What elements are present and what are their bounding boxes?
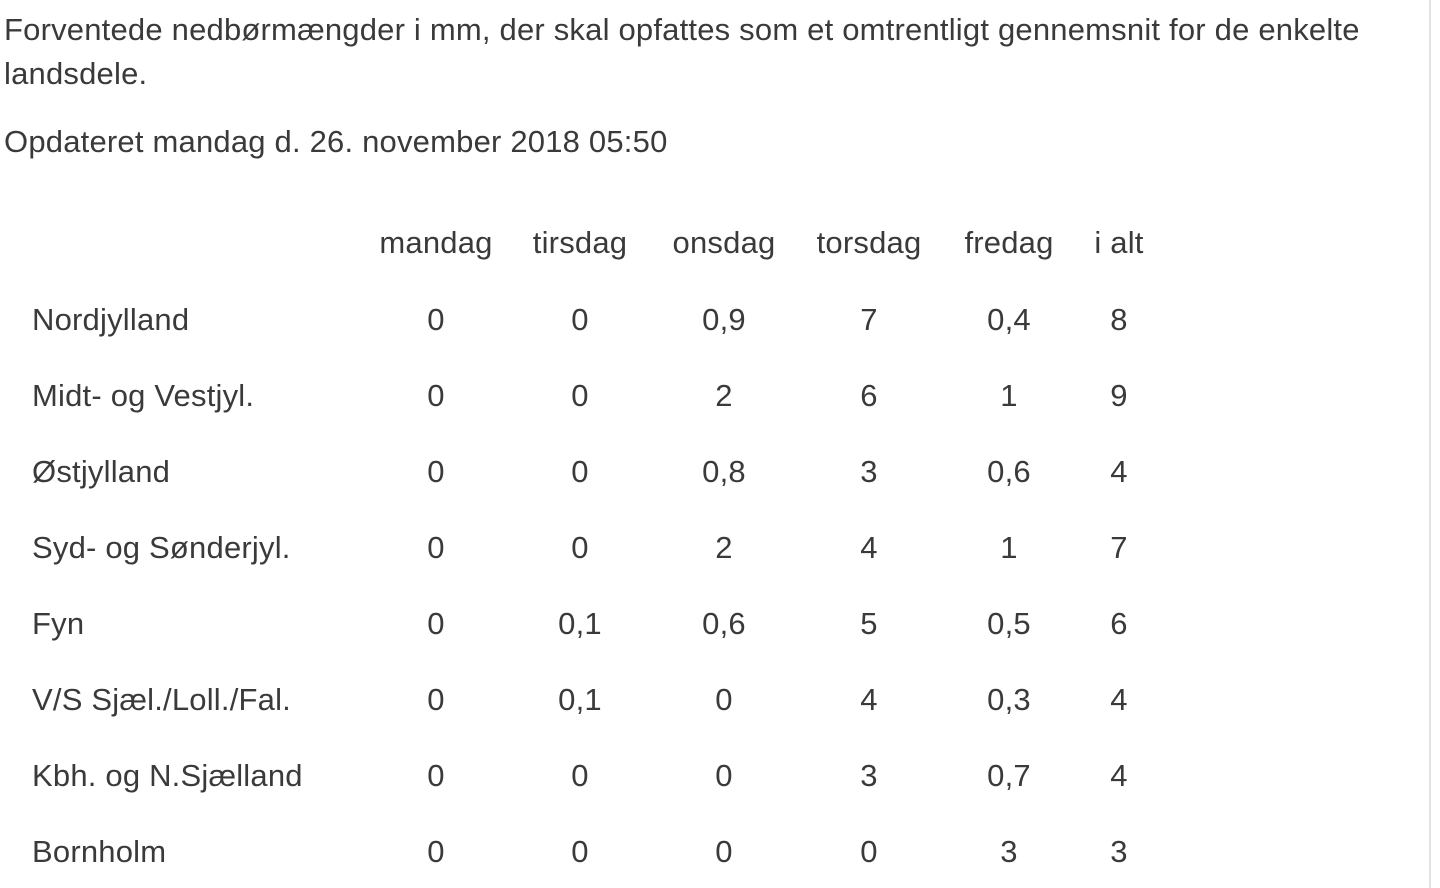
total-cell: 9 [1110,378,1128,413]
value-cell: 3 [860,454,878,489]
value-cell: 0,3 [987,682,1031,717]
value-cell: 0 [715,834,733,869]
value-cell: 0,7 [987,758,1031,793]
value-cell: 2 [715,530,733,565]
table-row: Bornholm 0 0 0 0 3 3 [4,814,1162,888]
value-cell: 1 [1000,378,1018,413]
region-cell: V/S Sjæl./Loll./Fal. [32,682,291,717]
value-cell: 0 [427,758,445,793]
region-cell: Midt- og Vestjyl. [32,378,255,413]
column-header-mandag: mandag [379,225,493,260]
total-cell: 4 [1110,758,1128,793]
value-cell: 0,6 [702,606,746,641]
table-row: Kbh. og N.Sjælland 0 0 0 3 0,7 4 [4,738,1162,814]
region-cell: Nordjylland [32,302,190,337]
value-cell: 0 [715,682,733,717]
table-header-row: mandag tirsdag onsdag torsdag fredag i a… [4,204,1162,282]
table-row: Fyn 0 0,1 0,6 5 0,5 6 [4,586,1162,662]
column-header-onsdag: onsdag [672,225,776,260]
value-cell: 4 [860,530,878,565]
table-row: Nordjylland 0 0 0,9 7 0,4 8 [4,282,1162,358]
total-cell: 3 [1110,834,1128,869]
value-cell: 0,5 [987,606,1031,641]
value-cell: 2 [715,378,733,413]
total-cell: 4 [1110,454,1128,489]
value-cell: 0 [571,530,589,565]
column-header-region [4,204,364,282]
value-cell: 0 [427,682,445,717]
value-cell: 5 [860,606,878,641]
value-cell: 0 [427,454,445,489]
table-row: V/S Sjæl./Loll./Fal. 0 0,1 0 4 0,3 4 [4,662,1162,738]
total-cell: 4 [1110,682,1128,717]
value-cell: 0 [571,454,589,489]
table-row: Midt- og Vestjyl. 0 0 2 6 1 9 [4,358,1162,434]
value-cell: 0 [571,378,589,413]
region-cell: Kbh. og N.Sjælland [32,758,303,793]
total-cell: 8 [1110,302,1128,337]
value-cell: 0 [571,758,589,793]
value-cell: 0 [715,758,733,793]
value-cell: 6 [860,378,878,413]
value-cell: 3 [860,758,878,793]
precipitation-table: mandag tirsdag onsdag torsdag fredag i a… [4,204,1162,888]
value-cell: 4 [860,682,878,717]
value-cell: 0,6 [987,454,1031,489]
column-header-fredag: fredag [964,225,1054,260]
region-cell: Fyn [32,606,85,641]
total-cell: 6 [1110,606,1128,641]
value-cell: 0 [427,378,445,413]
column-header-ialt: i alt [1094,225,1144,260]
column-header-torsdag: torsdag [816,225,922,260]
value-cell: 0 [860,834,878,869]
value-cell: 0 [427,606,445,641]
updated-timestamp: Opdateret mandag d. 26. november 2018 05… [4,124,668,159]
value-cell: 0 [571,302,589,337]
content-right-border [1429,0,1431,888]
value-cell: 0 [427,302,445,337]
value-cell: 0,1 [558,682,602,717]
value-cell: 0,9 [702,302,746,337]
value-cell: 0,4 [987,302,1031,337]
value-cell: 0,8 [702,454,746,489]
region-cell: Bornholm [32,834,167,869]
table-row: Syd- og Sønderjyl. 0 0 2 4 1 7 [4,510,1162,586]
column-header-tirsdag: tirsdag [532,225,628,260]
value-cell: 0 [571,834,589,869]
value-cell: 1 [1000,530,1018,565]
table-row: Østjylland 0 0 0,8 3 0,6 4 [4,434,1162,510]
intro-text: Forventede nedbørmængder i mm, der skal … [4,12,1360,91]
value-cell: 7 [860,302,878,337]
value-cell: 0 [427,530,445,565]
value-cell: 0 [427,834,445,869]
region-cell: Østjylland [32,454,171,489]
value-cell: 0,1 [558,606,602,641]
total-cell: 7 [1110,530,1128,565]
region-cell: Syd- og Sønderjyl. [32,530,291,565]
value-cell: 3 [1000,834,1018,869]
